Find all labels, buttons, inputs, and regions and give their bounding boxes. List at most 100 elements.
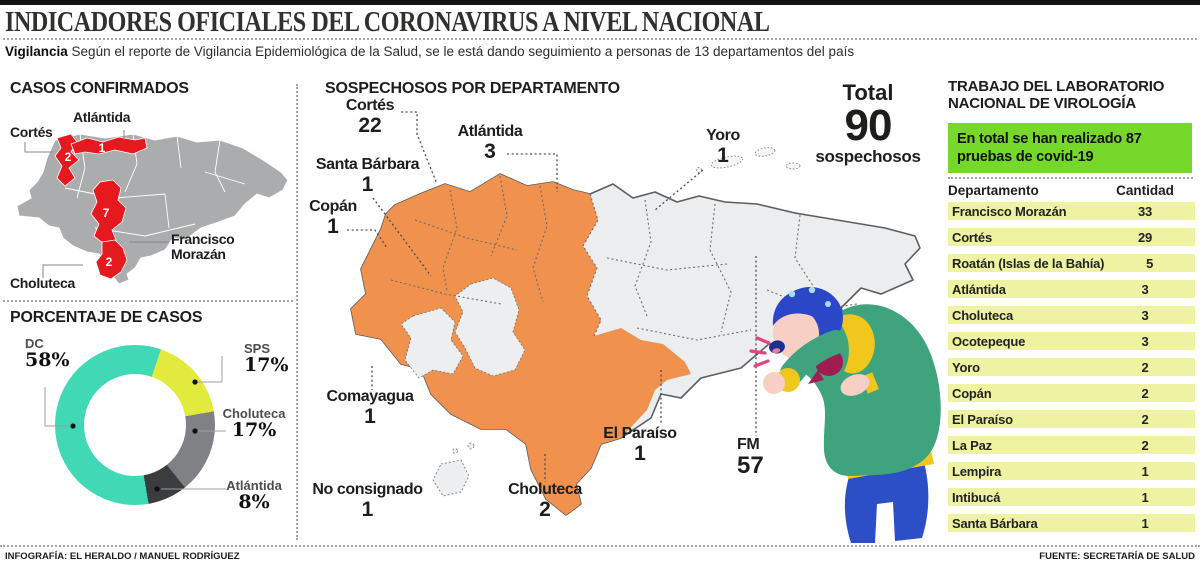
table-row: Roatán (Islas de la Bahía) 5	[948, 254, 1195, 272]
table-row: Lempira 1	[948, 462, 1195, 480]
donut-leader-lines	[44, 356, 226, 492]
suspect-label-yoro: Yoro 1	[673, 127, 773, 166]
lab-callout: En total se han realizado 87 pruebas de …	[948, 123, 1192, 174]
suspect-name-yoro: Yoro	[706, 127, 740, 144]
pct-label-sps: SPS 17%	[244, 342, 289, 376]
table-row: Ocotepeque 3	[948, 332, 1195, 350]
page-title: INDICADORES OFICIALES DEL CORONAVIRUS A …	[5, 7, 770, 38]
suspects-total: Total 90 sospechosos	[800, 80, 936, 166]
footer-credit: INFOGRAFÍA: EL HERALDO / MANUEL RODRÍGUE…	[5, 551, 240, 562]
lab-table-header: Departamento Cantidad	[948, 183, 1195, 198]
row-dept: Santa Bárbara	[952, 515, 1038, 531]
pct-value-choluteca: 17%	[231, 418, 277, 441]
pct-name-atlantida: Atlántida	[226, 478, 282, 493]
top-bar	[0, 0, 1200, 5]
suspect-label-fm: FM 57	[737, 436, 764, 479]
pct-value-sps: 17%	[244, 353, 289, 376]
suspect-value-no-consignado: 1	[361, 497, 374, 521]
sweat-drops	[788, 286, 831, 307]
row-dept: Intibucá	[952, 489, 1001, 505]
person-hand-on-chest	[840, 374, 870, 396]
department-borders-small	[64, 133, 246, 237]
lab-section-title: TRABAJO DEL LABORATORIO NACIONAL DE VIRO…	[948, 78, 1165, 112]
row-count: 2	[1141, 437, 1149, 453]
pct-value-atlantida: 8%	[238, 490, 270, 513]
row-count: 3	[1141, 281, 1149, 297]
row-dept: Roatán (Islas de la Bahía)	[952, 255, 1105, 271]
table-row: Atlántida 3	[948, 280, 1195, 298]
table-row: Francisco Morazán 33	[948, 202, 1195, 220]
row-dept: Francisco Morazán	[952, 203, 1067, 219]
total-label: Total	[842, 80, 894, 105]
person-hood	[836, 314, 875, 374]
suspect-name-cortes: Cortés	[345, 97, 395, 114]
confirmed-section-title: CASOS CONFIRMADOS	[10, 80, 189, 97]
row-dept: Ocotepeque	[952, 333, 1026, 349]
footer-divider	[0, 545, 1200, 547]
person-pants	[844, 462, 929, 543]
lead-paragraph: Vigilancia Según el reporte de Vigilanci…	[5, 44, 1105, 59]
lead-label: Vigilancia	[5, 44, 68, 59]
cough-marks	[749, 336, 771, 368]
table-row: Intibucá 1	[948, 488, 1195, 506]
footer-source: FUENTE: SECRETARÍA DE SALUD	[1039, 551, 1195, 562]
suspect-label-atlantida: Atlántida 3	[440, 123, 540, 163]
suspect-name-comayagua: Comayagua	[326, 388, 414, 405]
person-fist	[763, 372, 785, 394]
table-row: Copán 2	[948, 384, 1195, 402]
suspect-value-fm: 57	[737, 451, 764, 479]
row-count: 5	[1146, 255, 1154, 271]
confirmed-value-francisco-morazan: 7	[103, 206, 110, 220]
suspect-name-santa-barbara: Santa Bárbara	[315, 156, 420, 173]
donut-chart	[55, 345, 215, 505]
total-unit: sospechosos	[815, 147, 921, 166]
confirmed-value-choluteca: 2	[106, 255, 113, 269]
suspect-value-santa-barbara: 1	[361, 172, 374, 196]
suspect-value-choluteca: 2	[539, 497, 551, 521]
pct-label-choluteca: Choluteca 17%	[222, 407, 286, 441]
pct-label-atlantida: Atlántida 8%	[222, 479, 286, 513]
row-dept: Cortés	[952, 229, 992, 245]
row-dept: La Paz	[952, 437, 992, 453]
lab-header-departamento: Departamento	[948, 183, 1039, 198]
row-count: 2	[1141, 411, 1149, 427]
title-divider	[3, 38, 1197, 40]
row-dept: Atlántida	[952, 281, 1006, 297]
donut-hole	[84, 374, 186, 476]
lead-text: Según el reporte de Vigilancia Epidemiol…	[71, 44, 855, 59]
pct-name-sps: SPS	[244, 341, 271, 356]
person-arm	[780, 330, 848, 385]
row-dept: Choluteca	[952, 307, 1014, 323]
suspect-label-el-paraiso: El Paraíso 1	[590, 425, 690, 464]
confirmed-cases-map: 2 1 7 2	[16, 130, 289, 285]
suspect-label-copan: Copán 1	[283, 198, 383, 238]
confirmed-leader-lines	[24, 130, 169, 278]
suspect-label-no-consignado: No consignado 1	[305, 481, 430, 521]
suspect-name-el-paraiso: El Paraíso	[603, 425, 677, 442]
table-row: Yoro 2	[948, 358, 1195, 376]
suspect-label-cortes: Cortés 22	[320, 97, 420, 137]
suspect-value-atlantida: 3	[484, 139, 496, 163]
row-count: 3	[1141, 333, 1149, 349]
suspect-name-choluteca: Choluteca	[508, 481, 582, 498]
coughing-person-illustration	[749, 286, 941, 543]
suspect-value-copan: 1	[327, 214, 339, 238]
row-count: 2	[1141, 359, 1149, 375]
row-count: 3	[1141, 307, 1149, 323]
person-mouth	[769, 340, 785, 354]
suspect-label-santa-barbara: Santa Bárbara 1	[310, 156, 425, 196]
suspect-name-copan: Copán	[309, 198, 357, 215]
lab-table-divider	[948, 177, 1193, 179]
table-row: La Paz 2	[948, 436, 1195, 454]
suspect-name-fm: FM	[737, 436, 760, 453]
row-count: 33	[1137, 203, 1153, 219]
lab-header-cantidad: Cantidad	[1116, 183, 1174, 198]
suspect-name-atlantida: Atlántida	[457, 123, 523, 140]
row-count: 1	[1141, 463, 1149, 479]
confirmed-label-cortes: Cortés	[10, 124, 53, 140]
table-row: Cortés 29	[948, 228, 1195, 246]
suspect-label-comayagua: Comayagua 1	[320, 388, 420, 427]
column-divider	[296, 84, 298, 540]
suspect-value-cortes: 22	[358, 113, 382, 137]
